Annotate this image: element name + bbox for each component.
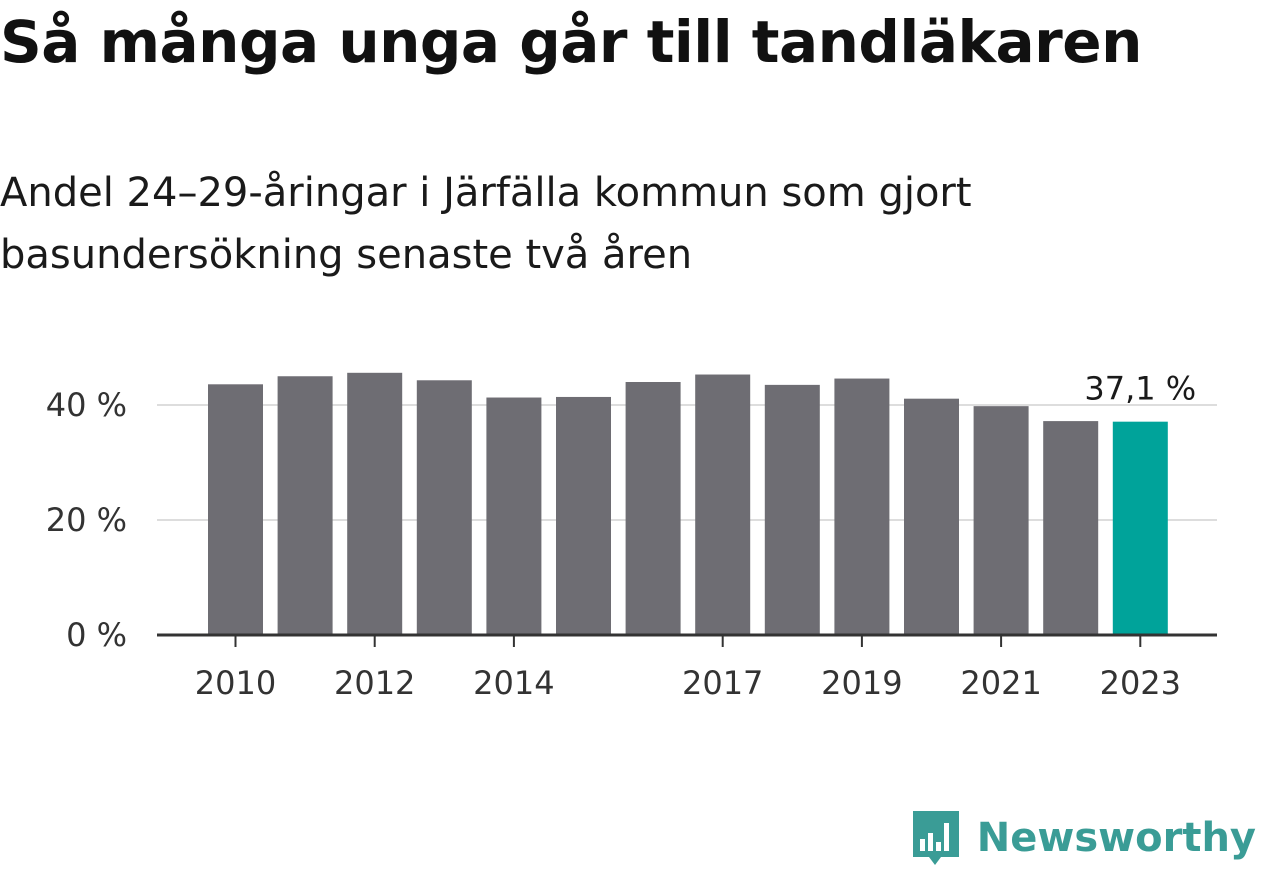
chart-title: Så många unga går till tandläkaren bbox=[0, 8, 1142, 76]
data-label: 37,1 % bbox=[1084, 370, 1196, 408]
x-tick-label: 2012 bbox=[334, 664, 415, 702]
bars bbox=[208, 372, 1168, 635]
x-tick-label: 2017 bbox=[682, 664, 763, 702]
bar bbox=[834, 378, 890, 635]
x-tick-label: 2023 bbox=[1100, 664, 1181, 702]
bar bbox=[973, 406, 1029, 635]
chart-logo-icon bbox=[912, 811, 959, 865]
bar bbox=[764, 384, 820, 635]
axes: 0 % 20 % 40 % 2010 2012 2014 2017 2019 2021 2023 bbox=[46, 386, 1217, 702]
bar bbox=[277, 376, 333, 635]
x-tick-label: 2019 bbox=[821, 664, 902, 702]
gridlines bbox=[157, 404, 1217, 521]
bar bbox=[625, 382, 681, 635]
y-tick-label: 40 % bbox=[46, 386, 127, 424]
bar bbox=[208, 384, 263, 635]
x-tick-label: 2021 bbox=[960, 664, 1041, 702]
y-tick-label: 0 % bbox=[66, 616, 127, 654]
bar-highlight bbox=[1112, 421, 1168, 635]
bar bbox=[695, 374, 751, 635]
bar bbox=[556, 396, 611, 635]
newsworthy-logo: Newsworthy bbox=[911, 809, 1256, 867]
x-tick-label: 2014 bbox=[473, 664, 554, 702]
bar bbox=[347, 372, 403, 635]
y-tick-label: 20 % bbox=[46, 501, 127, 539]
bar bbox=[904, 398, 959, 635]
bar bbox=[486, 397, 542, 635]
chart-subtitle: Andel 24–29-åringar i Järfälla kommun so… bbox=[0, 170, 972, 278]
data-labels: 37,1 % bbox=[1084, 370, 1196, 408]
x-tick-label: 2010 bbox=[195, 664, 276, 702]
bar bbox=[1043, 421, 1099, 635]
brand-name: Newsworthy bbox=[976, 815, 1256, 861]
bar bbox=[416, 380, 472, 635]
